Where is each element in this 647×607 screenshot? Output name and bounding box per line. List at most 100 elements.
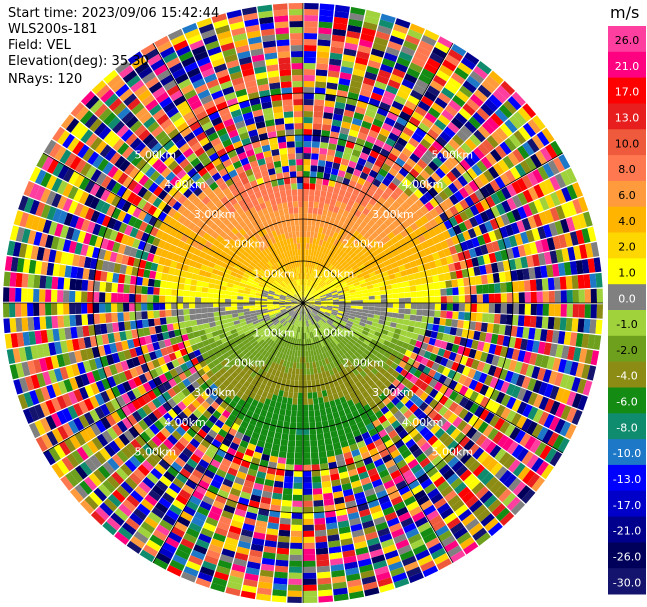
ray-gate [204,254,213,262]
ray-gate [307,380,312,387]
ray-gate [418,122,430,134]
ray-gate [94,324,102,335]
ray-gate [458,107,472,121]
ray-gate [151,358,161,369]
ray-gate [285,306,292,310]
ray-gate [468,116,482,130]
ray-gate [434,296,441,303]
ray-gate [439,64,454,77]
ray-gate [207,312,214,318]
ray-gate [372,265,380,272]
ray-gate [206,78,220,89]
ray-gate [249,252,257,259]
ray-gate [303,368,307,375]
ray-gate [561,248,570,262]
ray-gate [269,259,275,266]
ray-gate [245,24,260,33]
ray-gate [316,433,324,441]
ray-gate [237,296,244,300]
ray-gate [330,244,336,251]
ray-gate [175,153,186,165]
ray-gate [286,403,292,411]
ray-gate [506,292,513,303]
ray-gate [346,212,354,220]
ray-gate [314,297,321,300]
ray-gate [538,252,546,266]
ray-gate [281,499,292,507]
ray-gate [434,259,443,268]
ray-gate [263,113,274,121]
ray-gate [368,246,376,254]
ray-gate [121,340,129,351]
ray-gate [481,121,495,135]
ray-gate [152,254,161,264]
ray-gate [6,349,16,365]
ray-gate [341,121,352,130]
ray-gate [256,327,263,333]
ray-gate [409,260,418,268]
ray-gate [240,62,254,71]
ray-gate [311,153,319,160]
ray-gate [244,270,251,276]
ray-gate [359,126,370,135]
ray-gate [186,212,196,222]
ray-gate [303,428,310,435]
ray-gate [499,173,511,186]
ray-gate [304,291,308,298]
ray-gate [213,293,220,299]
ray-gate [127,378,137,390]
ray-gate [58,328,66,341]
ray-gate [304,69,316,76]
ray-gate [314,529,327,537]
ray-gate [411,111,424,122]
ray-gate [233,264,241,270]
ray-gate [246,267,253,273]
ray-gate [290,33,303,40]
ray-gate [287,584,302,591]
ray-gate [348,18,363,28]
ray-gate [288,231,293,239]
ray-gate [163,242,172,251]
ray-gate [385,46,400,57]
ray-gate [291,303,297,305]
ray-gate [303,267,305,273]
ray-gate [495,203,506,216]
ray-gate [271,148,280,157]
ray-gate [371,231,379,239]
ray-gate [334,150,344,159]
ray-gate [121,146,134,159]
ray-gate [226,264,234,271]
ray-gate [132,207,142,218]
ray-gate [244,18,259,27]
ray-gate [306,279,310,286]
ray-gate [248,245,255,252]
ray-gate [238,333,246,339]
ray-gate [593,257,602,273]
ray-gate [259,163,268,172]
ray-gate [261,228,268,236]
ray-gate [334,10,349,19]
ray-gate [513,111,527,126]
ray-gate [242,163,252,172]
ray-gate [274,280,280,286]
ray-gate [290,289,295,295]
ray-gate [297,350,301,357]
ray-gate [215,279,222,286]
ray-gate [237,50,251,60]
ray-gate [344,295,351,299]
ray-gate [410,89,423,101]
ray-gate [166,84,180,97]
ray-gate [274,474,285,482]
ray-gate [120,234,130,245]
ray-gate [240,279,247,285]
ray-gate [199,181,209,192]
ray-gate [304,338,308,345]
ray-gate [54,223,64,237]
ray-gate [240,176,250,186]
ray-gate [62,168,75,183]
ray-gate [279,307,286,311]
ray-gate [308,298,315,302]
ray-gate [9,287,16,302]
ray-gate [271,100,283,108]
ray-gate [145,76,160,89]
